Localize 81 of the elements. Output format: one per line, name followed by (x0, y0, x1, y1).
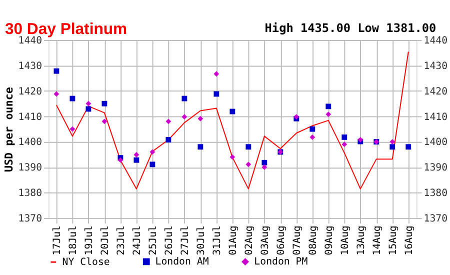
point (134, 157, 140, 163)
x-tick-label: 23Jul (116, 225, 127, 256)
y2-tick-label: 1400 (424, 137, 448, 148)
point (150, 149, 156, 155)
point (134, 152, 140, 158)
point (86, 106, 92, 112)
point (262, 160, 268, 166)
point (214, 91, 220, 97)
chart-subtitle: High 1435.00 Low 1381.00 (264, 21, 436, 36)
y-tick-label: 1440 (18, 36, 42, 47)
point (342, 142, 348, 148)
x-tick-label: 20Jul (100, 225, 111, 256)
y2-tick-label: 1380 (424, 188, 448, 200)
point (102, 100, 108, 106)
x-tick-label: 10Aug (340, 225, 351, 256)
x-tick-label: 26Jul (164, 225, 175, 256)
point (406, 144, 412, 150)
x-tick-label: 06Aug (276, 225, 287, 256)
point (54, 91, 60, 97)
point (326, 104, 332, 110)
y-tick-label: 1380 (18, 188, 42, 200)
x-tick-label: 27Jul (180, 225, 191, 256)
point (230, 108, 236, 114)
y2-tick-label: 1370 (424, 214, 448, 225)
x-tick-label: 02Aug (244, 225, 255, 256)
point (70, 126, 76, 132)
x-tick-label: 07Aug (292, 225, 303, 256)
point (214, 71, 220, 77)
point (390, 139, 396, 144)
x-tick-label: 19Jul (84, 225, 95, 256)
x-tick-label: 18Jul (68, 225, 79, 256)
y-tick-label: 1420 (18, 86, 42, 98)
point (230, 154, 236, 160)
line-series (56, 51, 409, 190)
y-tick-label: 1410 (18, 112, 42, 123)
point (118, 157, 124, 163)
x-tick-label: 25Jul (148, 225, 159, 256)
y-tick-label: 1430 (18, 60, 42, 72)
point (342, 134, 348, 140)
point (310, 126, 316, 132)
x-tick-label: 31Jul (212, 225, 223, 256)
y2-tick-label: 1420 (424, 86, 448, 98)
point (182, 114, 188, 120)
point (54, 68, 60, 74)
y2-tick-label: 1430 (424, 60, 448, 72)
y-tick-label: 1400 (18, 137, 42, 148)
x-tick-label: 16Aug (404, 225, 415, 256)
point (70, 96, 76, 102)
point (166, 118, 172, 124)
x-tick-label: 03Aug (260, 225, 271, 256)
x-tick-label: 13Aug (356, 225, 367, 256)
x-tick-label: 24Jul (132, 225, 143, 256)
x-tick-label: 14Aug (372, 225, 383, 256)
point (150, 162, 156, 168)
point (390, 144, 396, 150)
point (102, 118, 108, 124)
point (86, 100, 92, 106)
y2-tick-label: 1440 (424, 36, 448, 47)
x-tick-label: 17Jul (52, 225, 63, 256)
point (182, 96, 188, 102)
x-tick-label: 30Jul (196, 225, 207, 256)
point (198, 116, 204, 122)
x-tick-label: 15Aug (388, 225, 399, 256)
point (246, 144, 252, 150)
point (246, 162, 252, 168)
x-tick-label: 09Aug (324, 225, 335, 256)
legend-label: NY Close (62, 257, 110, 268)
point (326, 112, 332, 118)
point (262, 164, 268, 170)
legend-label: London PM (254, 256, 308, 268)
point (166, 137, 172, 142)
y-tick-label: 1390 (18, 162, 42, 174)
point (198, 144, 204, 150)
point (310, 134, 316, 140)
y2-tick-label: 1410 (424, 112, 448, 123)
y-tick-label: 1370 (18, 214, 42, 225)
x-tick-label: 08Aug (308, 225, 319, 256)
y2-tick-label: 1390 (424, 162, 448, 174)
x-tick-label: 01Aug (228, 225, 239, 256)
y-axis-title: USD per ounce (2, 86, 16, 172)
legend-label: London AM (155, 256, 209, 268)
